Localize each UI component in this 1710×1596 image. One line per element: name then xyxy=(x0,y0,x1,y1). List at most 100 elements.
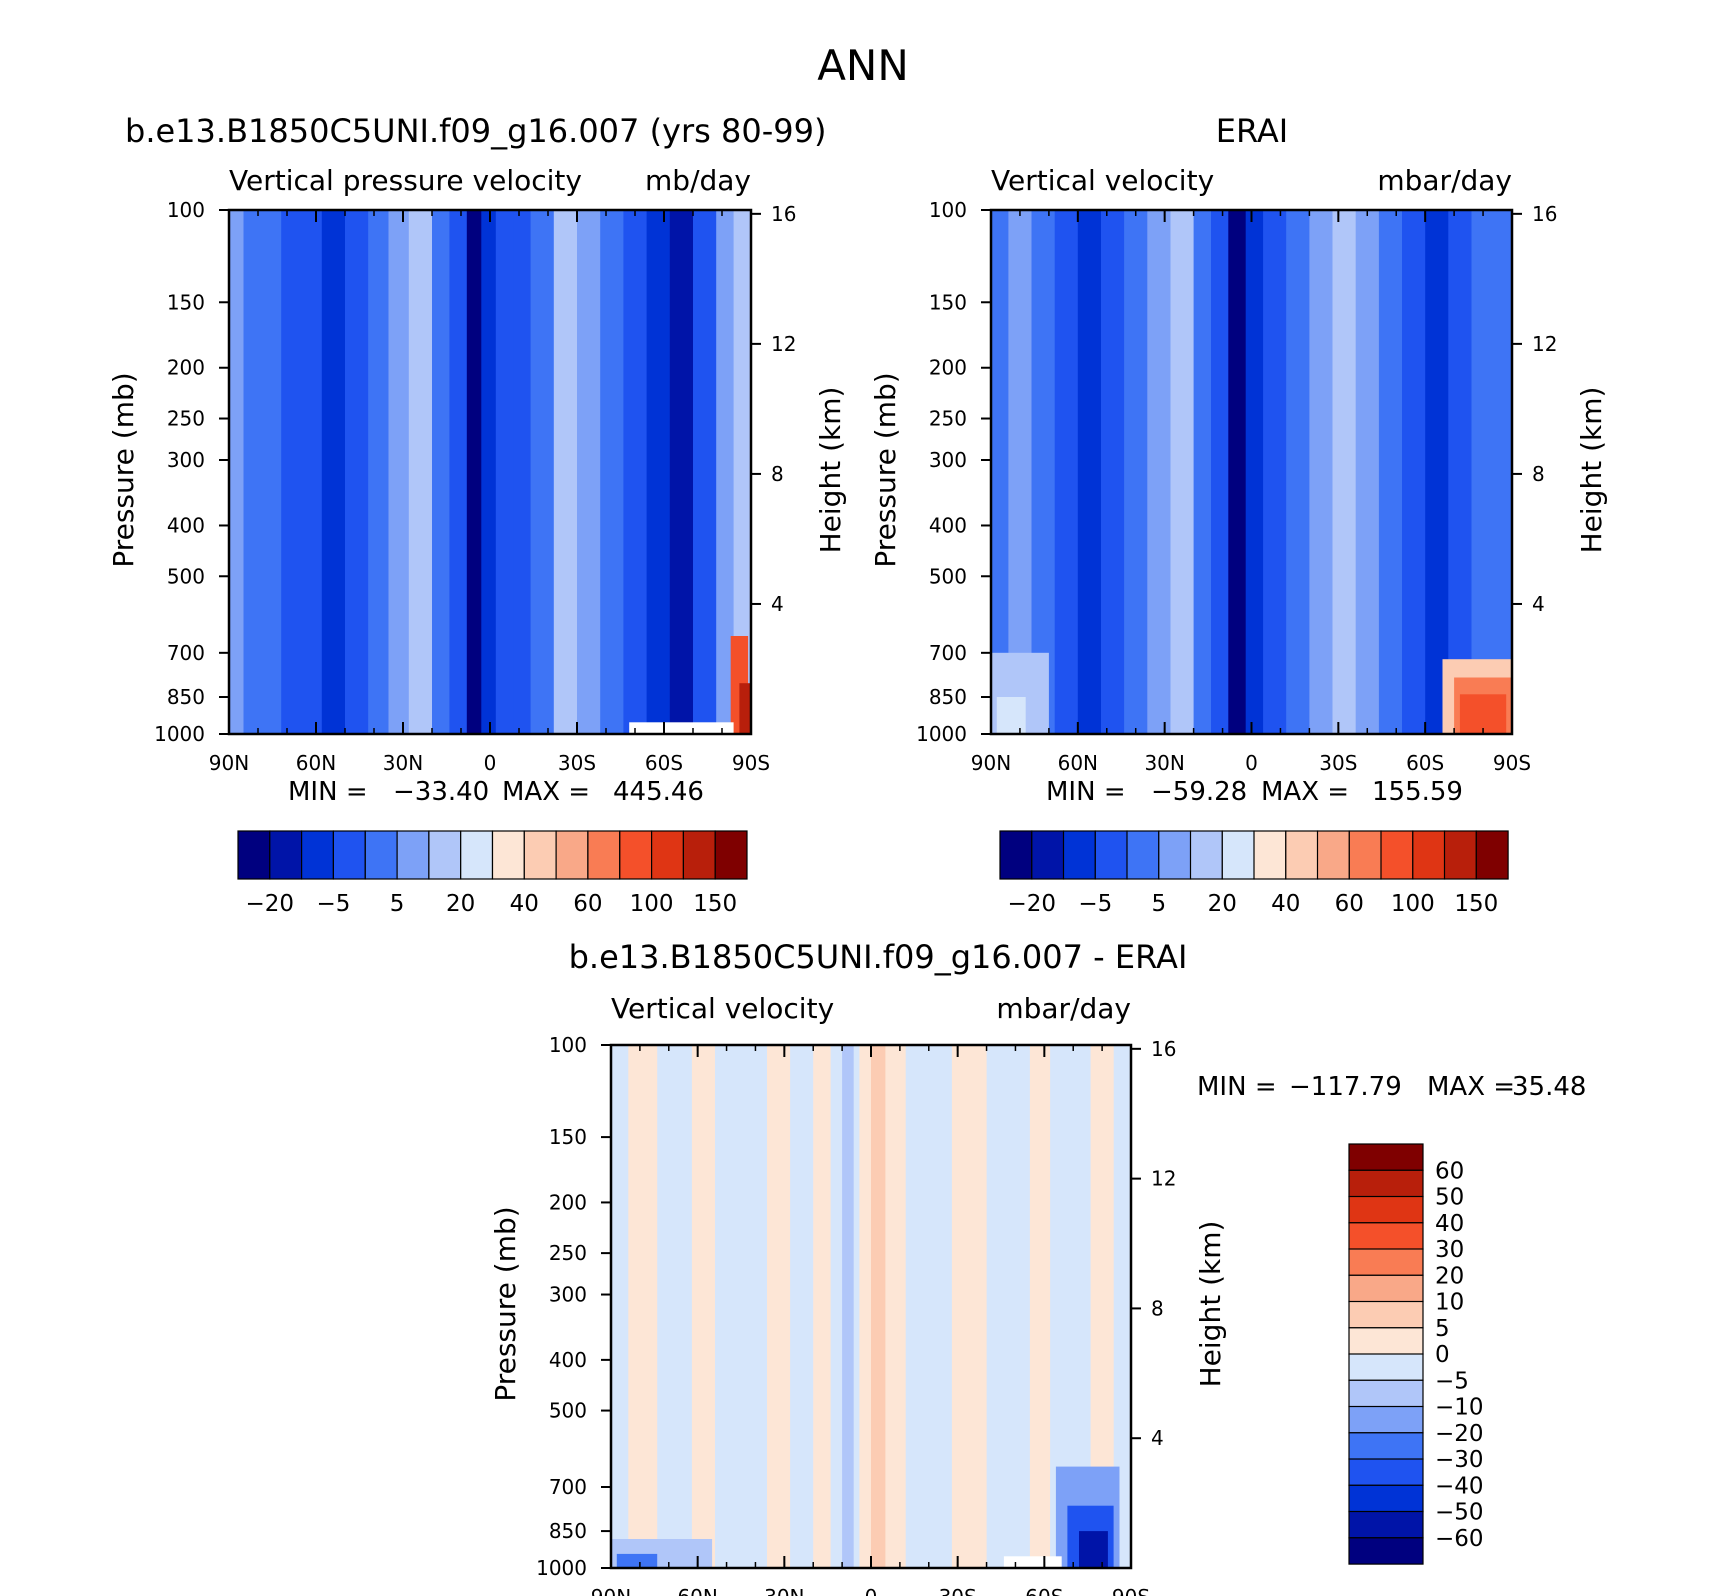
colorbar-swatch xyxy=(332,830,366,880)
y-tick-label: 400 xyxy=(549,1348,587,1372)
contour-band xyxy=(553,210,578,734)
contour-band xyxy=(1494,210,1513,734)
contour-band xyxy=(229,210,245,734)
colorbar-label: −50 xyxy=(1435,1500,1484,1526)
contour-band xyxy=(1378,210,1403,734)
colorbar-swatch xyxy=(1158,830,1192,880)
colorbar-swatch xyxy=(1412,830,1446,880)
x-tick-label: 90S xyxy=(1112,1585,1150,1596)
colorbar-swatch xyxy=(1221,830,1255,880)
colorbar-label: 60 xyxy=(1435,1158,1464,1184)
panel-model-max-label: MAX = xyxy=(502,777,590,807)
contour-band xyxy=(530,210,555,734)
x-tick-label: 60N xyxy=(677,1585,717,1596)
colorbar-swatch xyxy=(1348,1379,1424,1408)
x-tick-label: 0 xyxy=(484,751,497,775)
contour-band xyxy=(767,1045,791,1568)
y-tick-label: 700 xyxy=(929,641,967,665)
colorbar-swatch xyxy=(1253,830,1287,880)
colorbar-swatch xyxy=(301,830,335,880)
colorbar-swatch xyxy=(1062,830,1096,880)
contour-band xyxy=(1029,1045,1051,1568)
colorbar-label: 150 xyxy=(1454,891,1498,917)
contour-band xyxy=(1355,210,1380,734)
panel-model-ylabel: Pressure (mb) xyxy=(107,372,140,567)
colorbar-swatch xyxy=(1348,1537,1424,1565)
y-tick-label: 100 xyxy=(929,198,967,222)
colorbar-label: 0 xyxy=(1435,1342,1450,1368)
height-tick-label: 16 xyxy=(1532,202,1557,226)
contour-band xyxy=(986,1045,1031,1568)
contour-band xyxy=(905,1045,953,1568)
colorbar-label: 20 xyxy=(446,891,475,917)
colorbar-swatch xyxy=(1348,1432,1424,1460)
contour-band xyxy=(368,210,390,734)
contour-band xyxy=(611,1045,629,1568)
contour-feature xyxy=(996,697,1026,734)
y-tick-label: 400 xyxy=(929,513,967,537)
colorbar-swatch xyxy=(1348,1405,1424,1434)
panel-model: b.e13.B1850C5UNI.f09_g16.007 (yrs 80-99)… xyxy=(107,112,847,917)
height-tick-label: 12 xyxy=(771,332,796,356)
contour-band xyxy=(466,210,482,734)
contour-feature xyxy=(616,1553,658,1568)
contour-band xyxy=(885,1045,907,1568)
height-tick-label: 16 xyxy=(1151,1037,1176,1061)
contour-band xyxy=(646,210,671,734)
colorbar-swatch xyxy=(428,830,462,880)
colorbar-label: 40 xyxy=(1435,1211,1464,1237)
panel-diff-max-value: 35.48 xyxy=(1512,1072,1586,1102)
colorbar-swatch xyxy=(1348,1274,1424,1303)
contour-band xyxy=(716,210,735,734)
colorbar-label: −5 xyxy=(1078,891,1112,917)
colorbar-swatch xyxy=(460,830,494,880)
panel-model-colorbar: −20 −5 5 20 40 60 100 150 xyxy=(237,830,748,917)
height-tick-label: 12 xyxy=(1151,1167,1176,1191)
panel-obs-title: ERAI xyxy=(1216,112,1288,150)
panel-diff-plot: 90N 60N 30N 0 30S 60S 90S 100 150 200 250 300 400 500… xyxy=(536,1033,1176,1596)
y-tick-label: 300 xyxy=(549,1283,587,1307)
panel-diff-min-value: −117.79 xyxy=(1289,1072,1402,1102)
panel-diff-min-label: MIN = xyxy=(1197,1072,1277,1102)
panel-model-min-label: MIN = xyxy=(288,777,368,807)
contour-band xyxy=(1101,210,1125,734)
panel-diff-units: mbar/day xyxy=(996,992,1131,1025)
contour-band xyxy=(1170,210,1195,734)
contour-band xyxy=(388,210,410,734)
contour-band xyxy=(842,1045,855,1568)
y-tick-label: 200 xyxy=(549,1190,587,1214)
x-tick-label: 60N xyxy=(296,751,336,775)
contour-band xyxy=(513,210,532,734)
colorbar-label: −40 xyxy=(1435,1473,1484,1499)
y-tick-label: 700 xyxy=(549,1475,587,1499)
contour-band xyxy=(693,210,717,734)
contour-band xyxy=(830,1045,843,1568)
x-tick-label: 90N xyxy=(591,1585,631,1596)
height-tick-label: 4 xyxy=(1532,592,1545,616)
colorbar-label: 30 xyxy=(1435,1237,1464,1263)
height-tick-label: 4 xyxy=(1151,1426,1164,1450)
colorbar-label: 40 xyxy=(510,891,539,917)
contour-band xyxy=(577,210,601,734)
contour-band xyxy=(623,210,648,734)
panel-diff: b.e13.B1850C5UNI.f09_g16.007 - ERAI Vert… xyxy=(489,938,1586,1596)
panel-obs-max-label: MAX = xyxy=(1261,777,1349,807)
y-tick-label: 850 xyxy=(167,685,205,709)
contour-band xyxy=(1471,210,1496,734)
y-tick-label: 1000 xyxy=(536,1556,587,1580)
height-tick-label: 8 xyxy=(1532,462,1545,486)
panel-model-units: mb/day xyxy=(645,164,751,197)
panel-diff-max-label: MAX = xyxy=(1427,1072,1515,1102)
x-tick-label: 30N xyxy=(764,1585,804,1596)
height-tick-label: 8 xyxy=(771,462,784,486)
contour-band xyxy=(481,210,497,734)
x-tick-label: 0 xyxy=(865,1585,878,1596)
x-tick-label: 30N xyxy=(1144,751,1184,775)
colorbar-swatch xyxy=(1443,830,1477,880)
x-tick-label: 0 xyxy=(1245,751,1258,775)
contour-band xyxy=(871,1045,886,1568)
x-tick-label: 60S xyxy=(1025,1585,1063,1596)
colorbar-swatch xyxy=(269,830,303,880)
missing-data-mask xyxy=(1003,1556,1062,1568)
